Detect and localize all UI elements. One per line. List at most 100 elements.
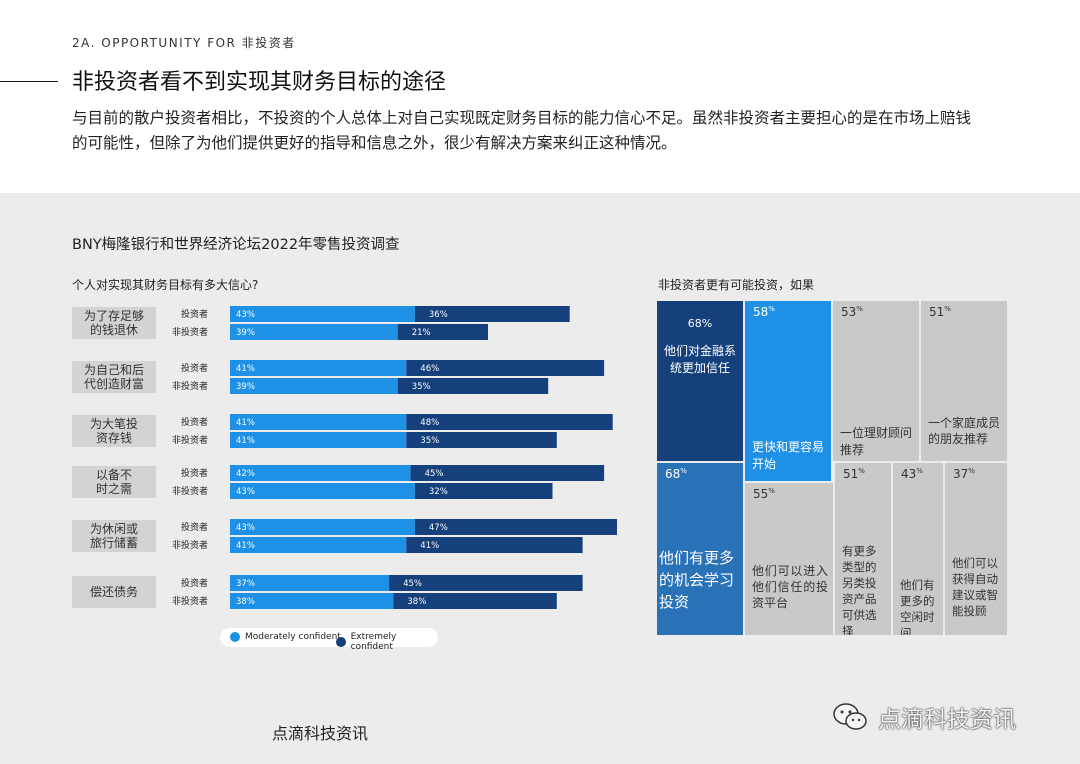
- treemap-value: 68%: [665, 467, 687, 481]
- bar-extremely: [414, 483, 553, 499]
- row-label: 非投资者: [172, 380, 208, 392]
- value-label-moderately: 39%: [236, 382, 255, 392]
- category-label: 偿还债务: [90, 584, 138, 599]
- treemap-value: 37%: [953, 467, 975, 481]
- treemap-value: 51%: [929, 305, 951, 319]
- value-label-moderately: 39%: [236, 328, 255, 338]
- footer-logo: 点滴科技资讯: [832, 700, 1016, 734]
- bar-moderately: [230, 378, 398, 394]
- treemap-text: 一个家庭成员的朋友推荐: [928, 416, 1001, 446]
- row-label: 非投资者: [172, 326, 208, 338]
- category-label-box: [72, 466, 156, 498]
- bar-extremely: [397, 324, 488, 340]
- treemap-cell-advisor: 53% 一位理财顾问推荐: [832, 300, 920, 462]
- value-label-extremely: 32%: [429, 487, 448, 497]
- category-label: 为自己和后代创造财富: [84, 363, 144, 391]
- bar-moderately: [230, 483, 415, 499]
- value-label-extremely: 35%: [420, 436, 439, 446]
- bar-extremely: [414, 306, 570, 322]
- bar-extremely: [389, 575, 583, 591]
- bar-extremely: [406, 432, 557, 448]
- legend-dot-extremely-icon: [336, 637, 346, 647]
- bar-extremely: [410, 465, 605, 481]
- treemap-value: 51%: [843, 467, 865, 481]
- category-label-box: [72, 307, 156, 339]
- value-label-moderately: 41%: [236, 436, 255, 446]
- value-label-extremely: 47%: [429, 523, 448, 533]
- treemap-cell-learning: 68% 他们有更多的机会学习投资: [656, 462, 744, 636]
- treemap-cell-free-time: 43% 他们有更多的空闲时间: [892, 462, 944, 636]
- row-label: 投资者: [181, 521, 208, 533]
- header-area: 2A. OPPORTUNITY FOR 非投资者 非投资者看不到实现其财务目标的…: [0, 0, 1080, 193]
- row-label: 投资者: [181, 416, 208, 428]
- row-label: 非投资者: [172, 539, 208, 551]
- value-label-extremely: 35%: [412, 382, 431, 392]
- treemap-value: 58%: [753, 305, 775, 319]
- row-label: 投资者: [181, 308, 208, 320]
- treemap-text: 他们有更多的空闲时间: [900, 578, 935, 636]
- treemap-cell-trust: 68% 他们对金融系统更加信任: [656, 300, 744, 462]
- value-label-extremely: 48%: [420, 418, 439, 428]
- value-label-moderately: 42%: [236, 469, 255, 479]
- section-tag: 2A. OPPORTUNITY FOR 非投资者: [72, 36, 296, 50]
- bar-extremely: [406, 414, 613, 430]
- footer-brand-text: 点滴科技资讯: [272, 724, 369, 743]
- treemap-value: 55%: [753, 487, 775, 501]
- bar-extremely: [397, 378, 549, 394]
- legend-label-moderately: Moderately confident: [245, 632, 341, 642]
- investment-drivers-treemap: 68% 他们对金融系统更加信任 68% 他们有更多的机会学习投资 58% 更快和…: [656, 300, 1008, 636]
- bar-extremely: [406, 537, 583, 553]
- value-label-moderately: 43%: [236, 310, 255, 320]
- category-label-box: [72, 520, 156, 552]
- treemap-cell-family-friend: 51% 一个家庭成员的朋友推荐: [920, 300, 1008, 462]
- row-label: 投资者: [181, 467, 208, 479]
- treemap-cell-alternatives: 51% 有更多类型的另类投资产品可供选择: [834, 462, 892, 636]
- intro-paragraph: 与目前的散户投资者相比，不投资的个人总体上对自己实现既定财务目标的能力信心不足。…: [72, 109, 972, 152]
- bar-moderately: [230, 414, 407, 430]
- treemap-text: 他们有更多的机会学习投资: [659, 549, 735, 611]
- bar-extremely: [393, 593, 557, 609]
- title-rule: [0, 81, 58, 82]
- value-label-moderately: 38%: [236, 597, 255, 607]
- wechat-icon: [833, 703, 867, 730]
- treemap-value: 68%: [687, 317, 713, 330]
- category-label: 为休闲或旅行储蓄: [90, 522, 138, 550]
- chart-legend: Moderately confident Extremely confident: [220, 628, 438, 652]
- bar-moderately: [230, 306, 415, 322]
- value-label-extremely: 46%: [420, 364, 439, 374]
- row-label: 非投资者: [172, 434, 208, 446]
- bar-chart-title: 个人对实现其财务目标有多大信心?: [72, 278, 259, 292]
- value-label-extremely: 36%: [429, 310, 448, 320]
- bar-moderately: [230, 465, 411, 481]
- value-label-moderately: 41%: [236, 541, 255, 551]
- value-label-moderately: 37%: [236, 579, 255, 589]
- treemap-text: 一位理财顾问推荐: [840, 426, 913, 457]
- category-label-box: [72, 415, 156, 447]
- bar-moderately: [230, 360, 407, 376]
- value-label-extremely: 38%: [407, 597, 426, 607]
- row-label: 投资者: [181, 362, 208, 374]
- chart-main-title: BNY梅隆银行和世界经济论坛2022年零售投资调查: [72, 237, 400, 253]
- treemap-text: 他们可以获得自动建议或智能投顾: [952, 556, 998, 618]
- row-label: 投资者: [181, 577, 208, 589]
- page-title: 非投资者看不到实现其财务目标的途径: [72, 70, 447, 95]
- treemap-text: 他们可以进入他们信任的投资平台: [752, 564, 828, 610]
- bar-moderately: [230, 537, 407, 553]
- legend-dot-moderately-icon: [230, 632, 240, 642]
- row-label: 非投资者: [172, 595, 208, 607]
- treemap-text: 他们对金融系统更加信任: [663, 344, 736, 375]
- legend-label-extremely: Extremely confident: [350, 632, 397, 652]
- bar-moderately: [230, 519, 415, 535]
- category-label-box: [72, 361, 156, 393]
- category-label: 以备不时之需: [96, 468, 132, 496]
- category-label: 为大笔投资存钱: [90, 416, 138, 445]
- value-label-moderately: 41%: [236, 418, 255, 428]
- treemap-cell-robo-advice: 37% 他们可以获得自动建议或智能投顾: [944, 462, 1008, 636]
- bar-moderately: [230, 324, 398, 340]
- treemap-value: 43%: [901, 467, 923, 481]
- value-label-moderately: 43%: [236, 523, 255, 533]
- bar-moderately: [230, 432, 407, 448]
- value-label-moderately: 43%: [236, 487, 255, 497]
- value-label-extremely: 45%: [403, 579, 422, 589]
